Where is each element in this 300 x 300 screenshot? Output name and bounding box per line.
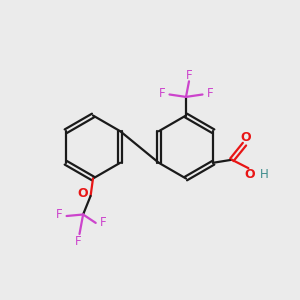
Text: O: O (78, 187, 88, 200)
Text: H: H (260, 168, 269, 181)
Text: F: F (207, 87, 213, 101)
Text: F: F (186, 69, 192, 82)
Text: O: O (240, 131, 251, 144)
Text: O: O (244, 168, 255, 181)
Text: F: F (56, 208, 62, 221)
Text: F: F (159, 87, 165, 101)
Text: F: F (100, 216, 107, 230)
Text: F: F (75, 235, 82, 248)
